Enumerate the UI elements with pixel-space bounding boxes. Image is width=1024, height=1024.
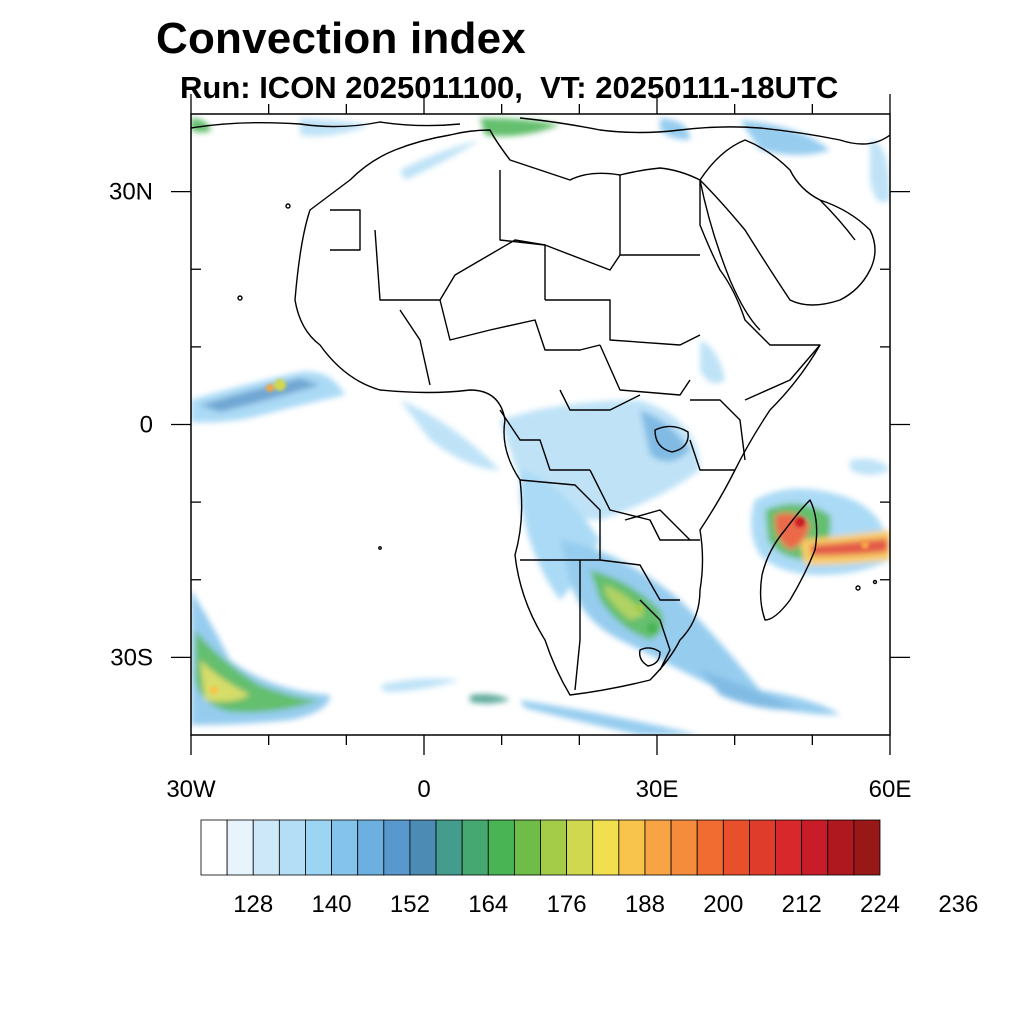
colorbar-swatch <box>644 819 672 876</box>
colorbar-label: 152 <box>390 891 430 918</box>
colorbar-swatch <box>722 819 750 876</box>
colorbar-swatch <box>487 819 515 876</box>
colorbar-swatch <box>226 819 254 876</box>
colorbar-label: 188 <box>625 891 665 918</box>
colorbar-swatch <box>540 819 568 876</box>
map-subtitle: Run: ICON 2025011100, VT: 20250111-18UTC <box>180 70 839 105</box>
colorbar-swatch <box>200 819 228 876</box>
colorbar-swatch <box>775 819 803 876</box>
colorbar-swatch <box>278 819 306 876</box>
colorbar-swatch <box>357 819 385 876</box>
lat-tick-label: 30S <box>110 644 153 671</box>
colorbar-swatch <box>305 819 332 876</box>
colorbar-label: 164 <box>468 891 508 918</box>
colorbar-label: 236 <box>938 891 978 918</box>
convection-field <box>191 118 890 735</box>
lat-tick-label: 0 <box>140 412 153 439</box>
lon-tick-label: 0 <box>417 776 430 803</box>
colorbar-swatch <box>435 819 463 876</box>
colorbar-label: 140 <box>312 891 352 918</box>
axis-ticks: 30N 0 30S 30W 0 30E 60E <box>109 94 911 803</box>
colorbar-label: 224 <box>860 891 900 918</box>
colorbar-swatch <box>331 819 359 876</box>
colorbar-label: 176 <box>547 891 587 918</box>
colorbar-label: 200 <box>703 891 743 918</box>
colorbar-swatch <box>696 819 724 876</box>
colorbar: 128 140 152 164 176 188 200 212 224 236 <box>200 819 978 918</box>
colorbar-swatch <box>383 819 411 876</box>
colorbar-swatch <box>670 819 698 876</box>
coastlines <box>191 117 890 696</box>
colorbar-swatch <box>853 819 881 876</box>
lat-tick-label: 30N <box>109 179 153 206</box>
colorbar-label: 212 <box>782 891 822 918</box>
lon-tick-label: 60E <box>869 776 912 803</box>
colorbar-swatch <box>513 819 541 876</box>
colorbar-label: 128 <box>233 891 273 918</box>
colorbar-swatch <box>461 819 489 876</box>
colorbar-swatch <box>801 819 829 876</box>
colorbar-swatch <box>827 819 855 876</box>
colorbar-swatch <box>409 819 437 876</box>
lon-tick-label: 30E <box>636 776 679 803</box>
colorbar-swatch <box>252 819 280 876</box>
map-title: Convection index <box>156 14 526 63</box>
colorbar-swatch <box>749 819 776 876</box>
lon-tick-label: 30W <box>166 776 216 803</box>
colorbar-swatch <box>566 819 594 876</box>
colorbar-swatch <box>618 819 646 876</box>
colorbar-swatch <box>592 819 620 876</box>
